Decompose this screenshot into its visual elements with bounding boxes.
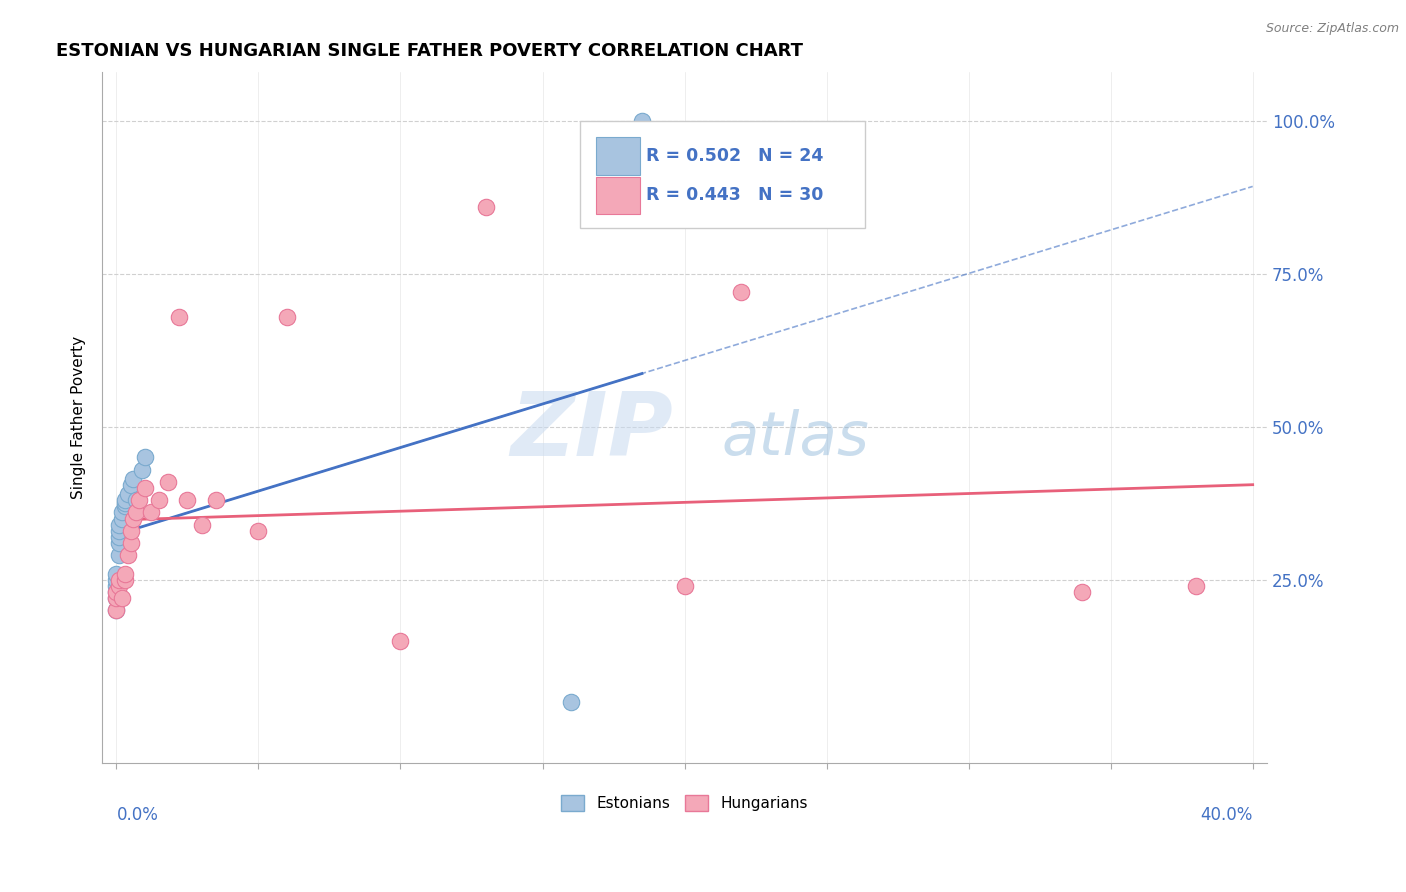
- Point: [108, 548, 131, 562]
- Text: atlas: atlas: [721, 409, 869, 468]
- Point: [111, 505, 134, 519]
- Point: [1071, 584, 1094, 599]
- FancyBboxPatch shape: [596, 177, 640, 214]
- Point: [176, 493, 198, 508]
- Text: ESTONIAN VS HUNGARIAN SINGLE FATHER POVERTY CORRELATION CHART: ESTONIAN VS HUNGARIAN SINGLE FATHER POVE…: [56, 42, 803, 60]
- Point: [560, 695, 582, 709]
- Point: [276, 310, 298, 324]
- Text: 40.0%: 40.0%: [1201, 805, 1253, 823]
- FancyBboxPatch shape: [579, 120, 865, 227]
- Point: [134, 481, 156, 495]
- Point: [190, 517, 212, 532]
- Point: [114, 496, 136, 510]
- FancyBboxPatch shape: [596, 137, 640, 175]
- Point: [111, 511, 134, 525]
- Point: [156, 475, 179, 489]
- Point: [673, 579, 696, 593]
- Text: N = 30: N = 30: [758, 186, 824, 204]
- Point: [105, 584, 128, 599]
- Y-axis label: Single Father Poverty: Single Father Poverty: [72, 336, 86, 500]
- Text: R = 0.443: R = 0.443: [647, 186, 741, 204]
- Point: [114, 566, 136, 581]
- Point: [120, 524, 142, 538]
- Point: [114, 493, 136, 508]
- Point: [139, 505, 162, 519]
- Point: [105, 591, 128, 605]
- Point: [128, 493, 150, 508]
- Point: [134, 450, 156, 465]
- Point: [105, 579, 128, 593]
- Point: [131, 462, 153, 476]
- Point: [114, 573, 136, 587]
- Point: [125, 493, 148, 508]
- Point: [108, 579, 131, 593]
- Point: [108, 573, 131, 587]
- Point: [167, 310, 190, 324]
- Point: [122, 511, 145, 525]
- Point: [120, 478, 142, 492]
- Point: [108, 530, 131, 544]
- Text: Source: ZipAtlas.com: Source: ZipAtlas.com: [1265, 22, 1399, 36]
- Point: [120, 536, 142, 550]
- Point: [105, 591, 128, 605]
- Point: [108, 536, 131, 550]
- Point: [730, 285, 752, 300]
- Point: [1185, 579, 1208, 593]
- Point: [114, 500, 136, 514]
- Point: [108, 517, 131, 532]
- Text: N = 24: N = 24: [758, 147, 824, 165]
- Point: [474, 200, 496, 214]
- Point: [125, 505, 148, 519]
- Text: 0.0%: 0.0%: [117, 805, 159, 823]
- Point: [117, 487, 139, 501]
- Point: [105, 573, 128, 587]
- Point: [105, 603, 128, 617]
- Point: [247, 524, 270, 538]
- Text: R = 0.502: R = 0.502: [647, 147, 741, 165]
- Point: [108, 524, 131, 538]
- Point: [105, 584, 128, 599]
- Point: [631, 114, 654, 128]
- Point: [389, 633, 412, 648]
- Point: [117, 548, 139, 562]
- Point: [122, 472, 145, 486]
- Point: [148, 493, 170, 508]
- Legend: Estonians, Hungarians: Estonians, Hungarians: [555, 789, 814, 817]
- Point: [105, 566, 128, 581]
- Point: [111, 591, 134, 605]
- Point: [105, 603, 128, 617]
- Point: [205, 493, 228, 508]
- Text: ZIP: ZIP: [510, 388, 672, 475]
